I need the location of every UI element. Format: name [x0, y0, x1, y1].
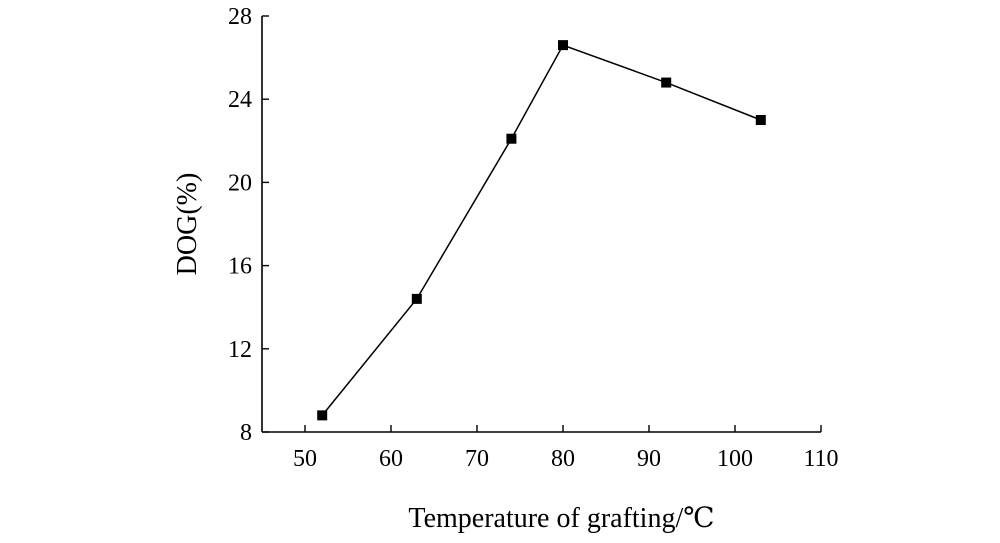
- x-tick-label: 50: [293, 446, 317, 472]
- y-axis-ticks: 8 12 16 20 24 28: [228, 4, 269, 446]
- data-point-marker: [755, 115, 766, 125]
- x-tick-label: 90: [637, 446, 661, 472]
- x-tick-label: 70: [465, 446, 489, 472]
- data-point-marker: [506, 133, 517, 144]
- x-tick-label: 100: [717, 446, 753, 472]
- y-tick-label: 16: [228, 254, 252, 280]
- data-point-marker: [411, 293, 422, 304]
- y-tick-label: 8: [240, 420, 252, 446]
- x-tick-label: 80: [551, 446, 575, 472]
- data-point-marker: [317, 410, 328, 421]
- axes: [261, 16, 821, 433]
- x-tick-label: 110: [803, 446, 838, 472]
- data-point-marker: [558, 40, 568, 51]
- series-line: [321, 44, 762, 416]
- x-axis-title: Temperature of grafting/℃: [408, 503, 714, 534]
- x-tick-label: 60: [379, 446, 403, 472]
- y-tick-label: 20: [228, 170, 252, 196]
- y-tick-label: 24: [228, 87, 252, 113]
- y-tick-label: 28: [228, 4, 252, 30]
- y-axis-title: DOG(%): [172, 173, 203, 276]
- y-tick-label: 12: [228, 337, 252, 363]
- x-axis-ticks: 50 60 70 80 90 100 110: [293, 425, 839, 472]
- series-layer: [317, 40, 766, 421]
- data-point-marker: [661, 77, 672, 88]
